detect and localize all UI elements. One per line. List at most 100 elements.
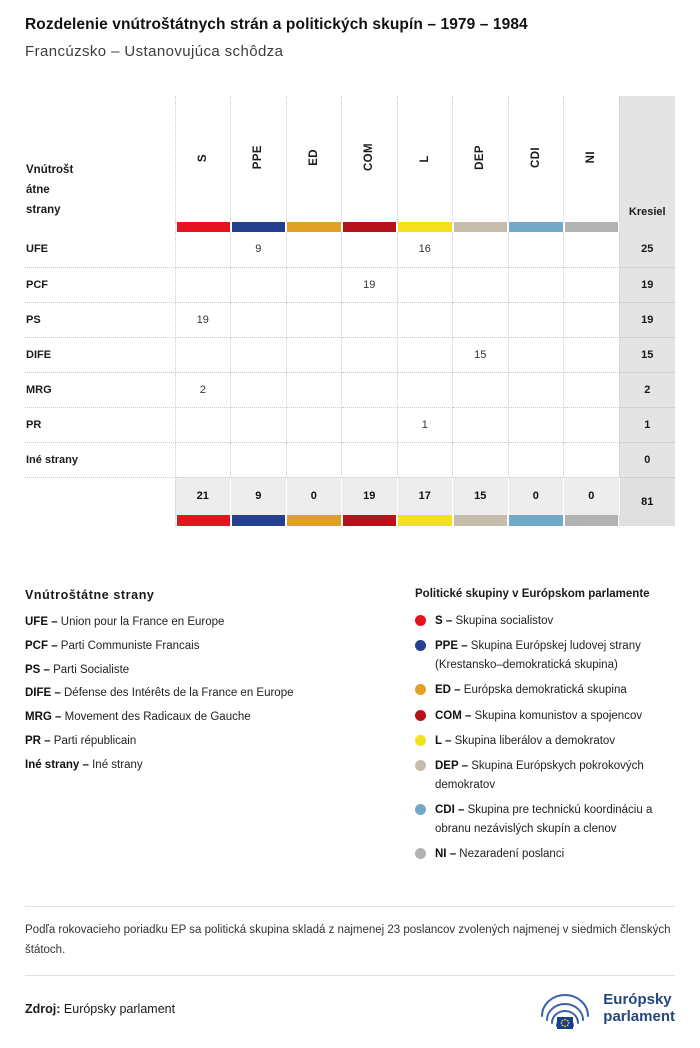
group-legend-abbr: PPE – (435, 640, 468, 653)
value-cell (508, 302, 564, 338)
value-cell (230, 267, 287, 303)
group-legend-item: DEP – Skupina Európskych pokrokových dem… (415, 757, 675, 794)
total-cell: 17 (397, 477, 453, 515)
group-legend-text: L – Skupina liberálov a demokratov (435, 734, 616, 747)
group-legend-item: S – Skupina socialistov (415, 612, 675, 630)
group-color-dot (415, 734, 426, 746)
total-color-bar-dep (453, 515, 509, 526)
group-label: CDI (529, 146, 542, 168)
total-color-bar-ed (286, 515, 342, 526)
legend-parties-list: UFE – Union pour la France en Europe PCF … (25, 616, 415, 773)
value-cell (397, 337, 453, 373)
ep-logo-text: Európsky parlament (603, 991, 675, 1025)
source-text: Zdroj: Európsky parlament (25, 1002, 175, 1016)
group-legend-item: COM – Skupina komunistov a spojencov (415, 707, 675, 725)
group-color-bar-l (397, 222, 453, 232)
party-name: UFE (25, 232, 176, 268)
seats-cell: 2 (619, 372, 675, 408)
value-cell (452, 442, 509, 478)
group-header-s: S (175, 96, 231, 222)
group-color-bar-ppe (231, 222, 287, 232)
seats-table-body: UFE 9 16 25 PCF 19 19 PS 19 19 DIFE 15 15 MRG 2 2 PR 1 1 In… (25, 232, 675, 526)
group-legend-abbr: CDI – (435, 804, 465, 817)
group-legend-text: PPE – Skupina Európskej ludovej strany (… (435, 640, 641, 671)
party-row: Iné strany 0 (25, 442, 675, 478)
row-axis-label: Vnútroštátne strany (26, 163, 74, 216)
party-name: PR (25, 407, 176, 443)
total-color-bar-ppe (231, 515, 287, 526)
value-cell (508, 372, 564, 408)
group-legend-text: COM – Skupina komunistov a spojencov (435, 709, 643, 722)
total-cell: 21 (175, 477, 231, 515)
ep-hemicycle-icon (541, 993, 590, 1029)
value-cell (286, 372, 342, 408)
group-legend-item: L – Skupina liberálov a demokratov (415, 732, 675, 750)
group-legend-text: DEP – Skupina Európskych pokrokových dem… (435, 760, 644, 791)
total-cell: 19 (341, 477, 398, 515)
party-legend-abbr: UFE – (25, 616, 58, 628)
legend-groups: Politické skupiny v Európskom parlamente… (415, 588, 675, 870)
party-legend-item: PCF – Parti Communiste Francais (25, 639, 200, 652)
total-row: 21 9 0 19 17 15 0 0 81 (25, 477, 675, 526)
value-cell: 15 (452, 337, 509, 373)
party-legend-item: DIFE – Défense des Intérêts de la France… (25, 687, 294, 700)
seats-header: Kresiel (619, 96, 675, 232)
seats-cell: 19 (619, 302, 675, 338)
page-title: Rozdelenie vnútroštátnych strán a politi… (25, 16, 528, 33)
ep-logo-line1: Európsky (603, 991, 672, 1009)
value-cell (286, 407, 342, 443)
value-cell (230, 302, 287, 338)
seats-table-header: Vnútroštátne strany S PPE ED COM L DEP CDI NI Kre… (25, 96, 675, 232)
value-cell (341, 407, 398, 443)
value-cell (230, 337, 287, 373)
value-cell (563, 302, 620, 338)
legend-parties: Vnútroštátne strany UFE – Union pour la … (25, 588, 415, 870)
group-color-dot (415, 640, 426, 652)
legends-section: Vnútroštátne strany UFE – Union pour la … (25, 588, 675, 870)
total-color-bar-row (25, 515, 675, 526)
party-name: Iné strany (25, 442, 176, 478)
group-header-ed: ED (286, 96, 342, 222)
seats-cell: 19 (619, 267, 675, 303)
legend-parties-title: Vnútroštátne strany (25, 588, 155, 602)
group-legend-item: ED – Európska demokratická skupina (415, 681, 675, 699)
seats-table: Vnútroštátne strany S PPE ED COM L DEP CDI NI Kre… (25, 96, 675, 526)
value-cell: 9 (230, 232, 287, 268)
value-cell (452, 232, 509, 268)
party-legend-abbr: DIFE – (25, 687, 61, 700)
group-label: L (418, 154, 431, 162)
party-legend-abbr: MRG – (25, 711, 62, 724)
value-cell (452, 407, 509, 443)
total-spacer (25, 477, 176, 526)
group-header-ni: NI (563, 96, 620, 222)
group-color-dot (415, 804, 426, 816)
value-cell (286, 302, 342, 338)
group-legend-abbr: NI – (435, 847, 457, 860)
group-header-com: COM (341, 96, 398, 222)
value-cell (508, 337, 564, 373)
value-cell (508, 267, 564, 303)
group-color-bar-dep (453, 222, 509, 232)
group-legend-text: S – Skupina socialistov (435, 615, 554, 627)
party-row: UFE 9 16 25 (25, 232, 675, 268)
party-name: PCF (25, 267, 176, 303)
group-label: PPE (252, 145, 265, 170)
total-color-bar-com (342, 515, 398, 526)
value-cell (175, 442, 231, 478)
value-cell (452, 267, 509, 303)
party-name: DIFE (25, 337, 176, 373)
group-legend-abbr: DEP – (435, 760, 469, 773)
value-cell (341, 302, 398, 338)
group-color-bar-s (175, 222, 231, 232)
group-label: COM (363, 143, 376, 172)
group-legend-item: PPE – Skupina Európskej ludovej strany (… (415, 637, 675, 674)
party-row: MRG 2 2 (25, 372, 675, 408)
footnote: Podľa rokovacieho poriadku EP sa politic… (25, 924, 671, 957)
group-legend-abbr: ED – (435, 684, 461, 697)
group-legend-item: NI – Nezaradení poslanci (415, 845, 675, 863)
seats-cell: 0 (619, 442, 675, 478)
total-seats: 81 (619, 477, 675, 526)
divider-bottom (25, 974, 675, 976)
total-cell: 0 (508, 477, 564, 515)
